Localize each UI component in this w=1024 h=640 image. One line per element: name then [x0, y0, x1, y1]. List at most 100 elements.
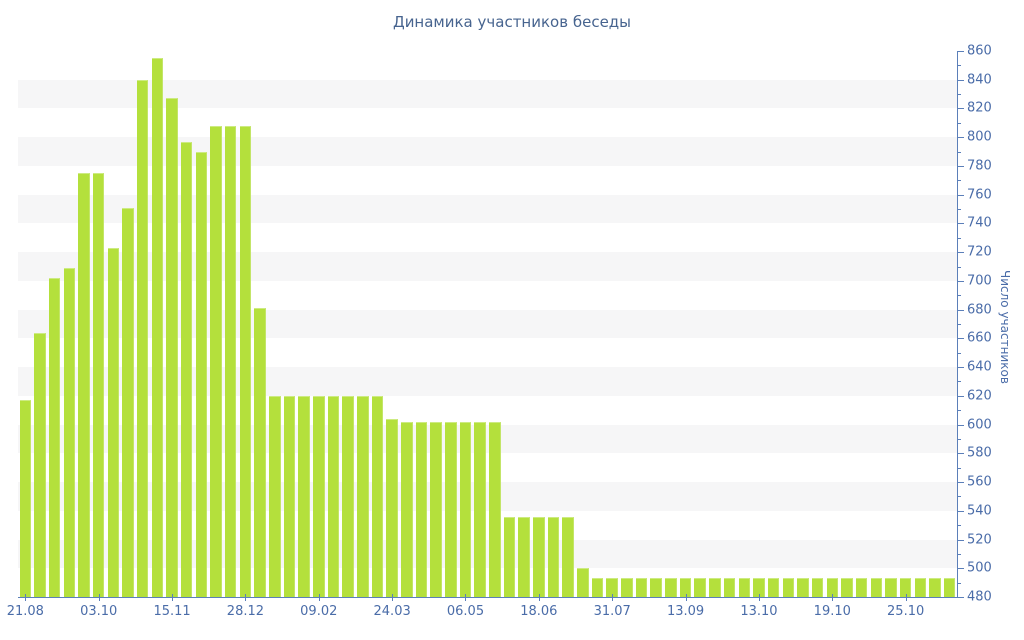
bar-slot [121, 51, 136, 597]
bar[interactable] [694, 578, 706, 597]
bar[interactable] [738, 578, 750, 597]
x-tick-mark [685, 594, 687, 601]
y-tick-label: 620 [967, 388, 992, 404]
bar[interactable] [63, 267, 76, 597]
bar-slot [561, 51, 576, 597]
bar[interactable] [855, 578, 868, 597]
y-tick-label: 580 [967, 445, 992, 461]
bar[interactable] [386, 418, 398, 597]
x-tick-label: 15.11 [153, 604, 191, 619]
bar[interactable] [841, 578, 853, 597]
x-tick-mark [832, 594, 834, 601]
x-tick-label: 03.10 [80, 604, 118, 619]
bar-slot [414, 51, 429, 597]
bar[interactable] [327, 395, 340, 597]
y-tick-major [957, 51, 964, 52]
bar[interactable] [371, 395, 384, 597]
bar[interactable] [269, 395, 281, 597]
x-tick-label: 24.03 [373, 604, 411, 619]
bar[interactable] [19, 400, 32, 597]
bar[interactable] [899, 578, 912, 597]
bar[interactable] [313, 395, 325, 597]
bar-series [18, 51, 957, 597]
bar[interactable] [107, 247, 120, 597]
y-tick-major [957, 108, 964, 110]
bar[interactable] [474, 421, 486, 597]
bar[interactable] [78, 173, 90, 597]
bar[interactable] [180, 141, 193, 597]
bar-slot [150, 51, 165, 597]
bar[interactable] [136, 79, 149, 597]
y-tick-major [957, 165, 964, 167]
bar[interactable] [621, 578, 633, 597]
bar-slot [209, 51, 224, 597]
bar[interactable] [562, 516, 574, 597]
bar-slot [341, 51, 356, 597]
bar[interactable] [811, 578, 824, 597]
x-tick-label: 31.07 [593, 604, 631, 619]
bar[interactable] [650, 578, 662, 597]
bar-slot [253, 51, 268, 597]
y-tick-minor [957, 266, 961, 268]
x-tick-label: 13.09 [666, 604, 705, 619]
bar[interactable] [943, 578, 956, 597]
bar[interactable] [577, 568, 589, 597]
bar-slot [678, 51, 693, 597]
bar[interactable] [503, 516, 516, 597]
bar[interactable] [357, 395, 369, 597]
y-tick-minor [957, 352, 961, 354]
bar[interactable] [401, 421, 413, 597]
bar[interactable] [445, 421, 457, 597]
y-tick-minor [957, 237, 961, 239]
bar[interactable] [870, 578, 883, 597]
y-tick-minor [957, 65, 961, 67]
bar-slot [135, 51, 150, 597]
bar[interactable] [826, 578, 839, 597]
bar[interactable] [533, 516, 545, 597]
bar[interactable] [342, 395, 354, 597]
y-tick-minor [957, 553, 961, 555]
bar[interactable] [679, 578, 692, 597]
bar[interactable] [34, 332, 46, 597]
bar[interactable] [415, 421, 428, 597]
bar[interactable] [753, 578, 765, 597]
bar[interactable] [547, 516, 560, 597]
bar[interactable] [518, 516, 530, 597]
bar[interactable] [92, 173, 105, 597]
bar[interactable] [48, 278, 61, 597]
bar[interactable] [254, 308, 266, 597]
y-tick-major [957, 223, 964, 225]
bar[interactable] [885, 578, 897, 597]
bar[interactable] [166, 98, 178, 597]
bar[interactable] [430, 421, 442, 597]
bar[interactable] [298, 395, 310, 597]
bar[interactable] [914, 578, 927, 597]
bar[interactable] [489, 421, 501, 597]
bar-slot [913, 51, 928, 597]
y-tick-minor [957, 324, 961, 325]
bar[interactable] [195, 151, 208, 597]
y-tick-label: 540 [967, 503, 992, 519]
bar[interactable] [929, 578, 941, 597]
bar[interactable] [782, 578, 795, 597]
bar[interactable] [591, 578, 604, 597]
bar[interactable] [797, 578, 809, 597]
bar[interactable] [665, 578, 677, 597]
bar[interactable] [210, 125, 222, 597]
bar[interactable] [151, 58, 164, 597]
y-tick-major [957, 280, 964, 282]
bar[interactable] [459, 421, 472, 597]
bar[interactable] [723, 578, 736, 597]
y-tick-minor [957, 381, 961, 383]
bar-slot [223, 51, 238, 597]
bar[interactable] [283, 395, 296, 597]
bar[interactable] [606, 578, 618, 597]
bar[interactable] [709, 578, 721, 597]
bar-slot [18, 51, 33, 597]
bar[interactable] [767, 578, 780, 597]
bar[interactable] [635, 578, 648, 597]
bar[interactable] [122, 207, 134, 597]
bar-slot [752, 51, 767, 597]
bar[interactable] [239, 125, 252, 597]
bar[interactable] [224, 125, 237, 597]
